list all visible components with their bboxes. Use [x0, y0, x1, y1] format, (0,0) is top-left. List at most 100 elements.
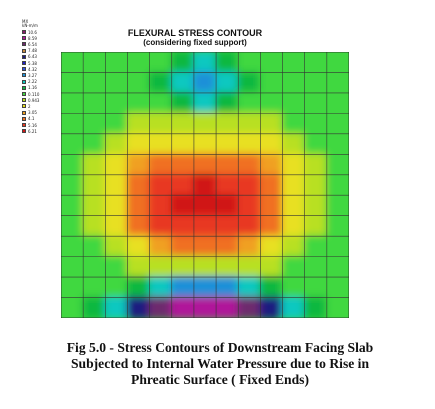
- contour-cell: [104, 132, 129, 156]
- contour-cell: [82, 173, 107, 197]
- contour-cell: [303, 173, 328, 197]
- legend-row: 10.6: [22, 29, 37, 35]
- legend-swatch: [22, 48, 26, 53]
- contour-cell: [148, 194, 173, 217]
- legend-value: 5.38: [28, 60, 37, 66]
- contour-cell: [61, 214, 85, 238]
- legend-swatch: [22, 104, 26, 109]
- legend-swatch: [22, 61, 26, 65]
- contour-cell: [61, 194, 85, 217]
- contour-cell: [259, 296, 284, 318]
- contour-cell: [104, 173, 129, 197]
- contour-cell: [170, 276, 195, 299]
- legend-row: 0.110: [22, 91, 39, 97]
- contour-cell: [192, 296, 218, 318]
- contour-cell: [104, 276, 129, 299]
- contour-cell: [237, 194, 262, 217]
- contour-cell: [325, 214, 349, 238]
- legend-swatch: [22, 110, 26, 115]
- contour-cell: [215, 112, 240, 135]
- contour-cell: [215, 52, 240, 74]
- chart-subtitle: (considering fixed support): [143, 38, 247, 47]
- contour-cell: [148, 214, 173, 238]
- legend-swatch: [22, 73, 26, 78]
- contour-cell: [104, 52, 129, 74]
- legend-value: 6.54: [28, 41, 37, 47]
- contour-cell: [61, 235, 85, 258]
- contour-cell: [281, 91, 306, 115]
- legend-swatch: [22, 129, 26, 134]
- contour-cell: [82, 194, 107, 217]
- contour-cell: [215, 276, 240, 299]
- legend-value: 6.43: [28, 54, 37, 60]
- contour-cell: [215, 153, 240, 176]
- contour-cell: [192, 91, 218, 115]
- contour-cell: [325, 153, 349, 176]
- legend-swatch: [22, 98, 26, 103]
- chart-title: FLEXURAL STRESS CONTOUR: [127, 28, 263, 38]
- contour-cell: [237, 71, 262, 94]
- contour-cell: [148, 276, 173, 299]
- legend-row: 6.21: [22, 128, 37, 134]
- contour-cell: [281, 194, 306, 217]
- legend-swatch: [22, 116, 26, 121]
- contour-cell: [237, 52, 262, 74]
- contour-cell: [281, 255, 306, 279]
- legend-swatch: [22, 92, 26, 96]
- contour-plot: [61, 52, 349, 318]
- contour-cell: [259, 52, 284, 74]
- contour-cell: [237, 153, 262, 176]
- contour-cell: [192, 173, 218, 197]
- contour-cell: [61, 153, 85, 176]
- legend-row: 8.59: [22, 35, 37, 41]
- contour-cell: [148, 255, 173, 279]
- contour-cell: [215, 132, 240, 156]
- contour-cell: [148, 132, 173, 156]
- contour-cell: [215, 91, 240, 115]
- contour-cell: [215, 71, 240, 94]
- legend-value: 1.16: [28, 85, 37, 91]
- legend-row: 5.16: [22, 122, 37, 128]
- contour-cell: [170, 214, 195, 238]
- contour-cell: [126, 255, 151, 279]
- contour-cell: [61, 255, 85, 279]
- contour-cell: [192, 153, 218, 176]
- contour-cell: [281, 153, 306, 176]
- figure-caption-line-1: Fig 5.0 - Stress Contours of Downstream …: [66, 340, 374, 355]
- legend-row: 0.943: [22, 97, 39, 103]
- contour-cell: [126, 112, 151, 135]
- contour-cell: [325, 194, 349, 217]
- contour-cell: [259, 235, 284, 258]
- contour-cell: [82, 153, 107, 176]
- contour-cell: [281, 112, 306, 135]
- legend-value: 4.1: [28, 116, 35, 122]
- contour-cell: [281, 173, 306, 197]
- contour-cell: [215, 214, 240, 238]
- contour-cell: [237, 235, 262, 258]
- contour-cell: [303, 255, 328, 279]
- legend-value: 2.22: [28, 79, 37, 85]
- contour-cell: [126, 235, 151, 258]
- contour-cell: [303, 276, 328, 299]
- legend-value: 0.110: [28, 91, 40, 97]
- contour-cell: [61, 276, 85, 299]
- legend-swatch: [22, 123, 26, 127]
- contour-cell: [82, 71, 107, 94]
- contour-cell: [126, 214, 151, 238]
- legend-swatch: [22, 79, 26, 84]
- contour-cell: [303, 235, 328, 258]
- legend-row: 2.22: [22, 79, 37, 85]
- legend-value: 3.27: [28, 72, 37, 78]
- contour-cell: [303, 153, 328, 176]
- contour-cell: [281, 276, 306, 299]
- legend-swatch: [22, 30, 26, 34]
- contour-cell: [148, 91, 173, 115]
- contour-cell: [325, 255, 349, 279]
- contour-cell: [170, 112, 195, 135]
- legend-row: 1.16: [22, 85, 37, 91]
- contour-cell: [104, 112, 129, 135]
- contour-cell: [61, 52, 85, 74]
- contour-cell: [170, 153, 195, 176]
- legend-swatch: [22, 42, 26, 47]
